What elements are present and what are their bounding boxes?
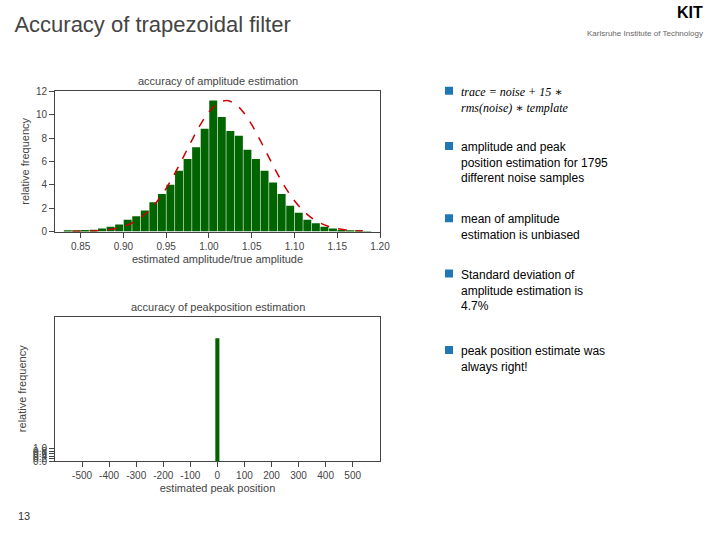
svg-text:-200: -200 (153, 470, 173, 481)
svg-text:6: 6 (41, 156, 47, 167)
svg-text:12: 12 (36, 86, 48, 97)
svg-text:0: 0 (215, 470, 221, 481)
svg-text:mean of amplitudeestimation is: mean of amplitudeestimation is unbiased (461, 212, 580, 242)
svg-text:10: 10 (36, 109, 48, 120)
svg-text:0.4: 0.4 (33, 451, 47, 462)
svg-text:1.15: 1.15 (328, 241, 348, 252)
svg-text:13: 13 (18, 510, 30, 522)
svg-text:-300: -300 (126, 470, 146, 481)
svg-text:-400: -400 (99, 470, 119, 481)
svg-text:0.90: 0.90 (114, 241, 134, 252)
svg-text:0.6: 0.6 (33, 448, 47, 459)
svg-text:0.8: 0.8 (33, 446, 47, 457)
svg-text:0.2: 0.2 (33, 453, 47, 464)
svg-text:0: 0 (41, 226, 47, 237)
svg-text:0.95: 0.95 (156, 241, 176, 252)
svg-text:estimated amplitude/true ampli: estimated amplitude/true amplitude (132, 253, 303, 265)
svg-text:Karlsruhe Institute of Technol: Karlsruhe Institute of Technology (587, 29, 703, 38)
svg-text:relative frequency: relative frequency (19, 117, 31, 204)
svg-text:0.85: 0.85 (71, 241, 91, 252)
svg-text:KIT: KIT (677, 4, 703, 21)
svg-text:1.00: 1.00 (199, 241, 219, 252)
svg-text:peak position estimate wasalwa: peak position estimate wasalways right! (461, 344, 605, 374)
svg-text:Accuracy of trapezoidal filter: Accuracy of trapezoidal filter (14, 12, 290, 37)
svg-text:400: 400 (317, 470, 334, 481)
svg-text:accuracy of amplitude estimati: accuracy of amplitude estimation (138, 75, 298, 87)
svg-text:trace = noise + 15 ∗rms(noise): trace = noise + 15 ∗rms(noise) ∗ templat… (461, 85, 568, 115)
svg-text:-500: -500 (72, 470, 92, 481)
svg-text:1.10: 1.10 (285, 241, 305, 252)
svg-text:0.0: 0.0 (33, 456, 47, 467)
svg-text:1.0: 1.0 (33, 443, 47, 454)
svg-text:500: 500 (344, 470, 361, 481)
svg-text:200: 200 (263, 470, 280, 481)
svg-text:accuracy of peakposition estim: accuracy of peakposition estimation (131, 301, 305, 313)
svg-text:2: 2 (41, 203, 47, 214)
svg-text:1.05: 1.05 (242, 241, 262, 252)
svg-text:300: 300 (290, 470, 307, 481)
svg-text:8: 8 (41, 133, 47, 144)
svg-text:1.20: 1.20 (370, 241, 390, 252)
svg-text:4: 4 (41, 179, 47, 190)
svg-text:Standard deviation ofamplitude: Standard deviation ofamplitude estimatio… (461, 268, 583, 313)
svg-text:relative frequency: relative frequency (16, 345, 28, 432)
svg-text:amplitude and peakposition est: amplitude and peakposition estimation fo… (461, 140, 608, 185)
svg-text:-100: -100 (180, 470, 200, 481)
svg-text:100: 100 (236, 470, 253, 481)
svg-text:estimated peak position: estimated peak position (160, 482, 276, 494)
